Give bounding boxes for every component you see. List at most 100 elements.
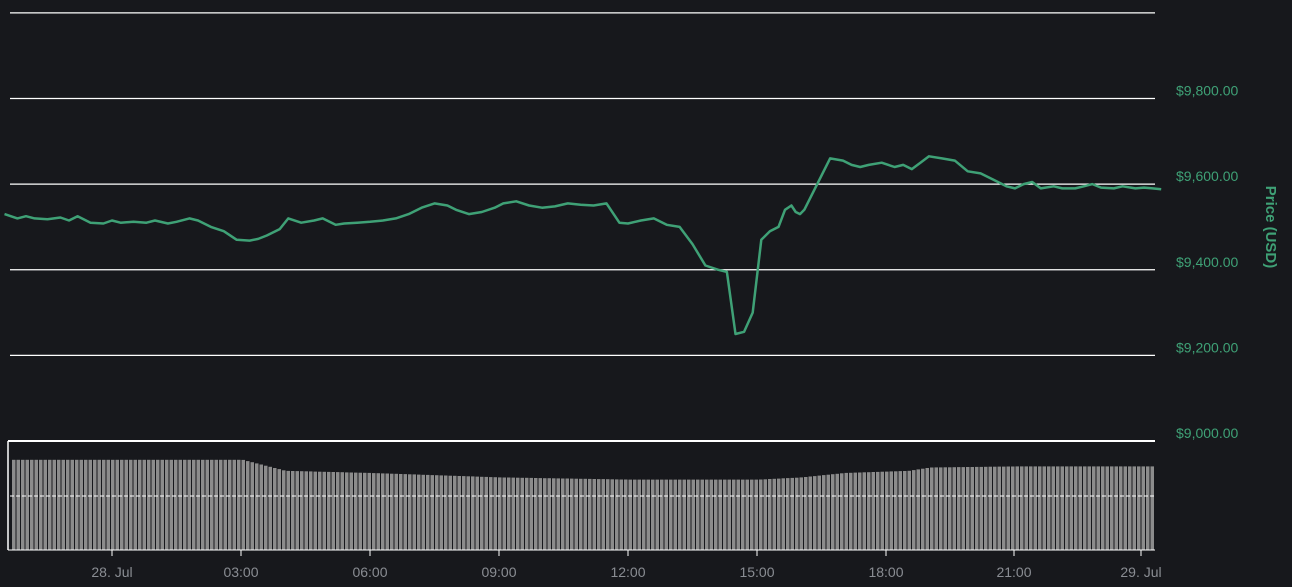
volume-bar [1110,466,1114,550]
volume-bar [867,472,871,550]
volume-bar [84,459,88,550]
volume-bar [975,466,979,550]
volume-bar [502,477,506,550]
volume-bar [538,478,542,550]
y-axis: $9,800.00 $9,600.00 $9,400.00 $9,200.00 $9,0… [1176,83,1238,442]
volume-bar [259,464,263,550]
volume-bar [57,459,61,550]
volume-bar [687,479,691,550]
volume-bar [255,463,259,550]
volume-bar [988,466,992,550]
volume-bar [682,479,686,550]
volume-bar [309,471,313,550]
volume-bar [628,479,632,550]
volume-bar [1087,466,1091,550]
volume-bar [273,468,277,550]
volume-bar [282,470,286,550]
volume-bar [1015,466,1019,550]
volume-bar [727,479,731,550]
volume-bar [322,471,326,550]
volume-bar [372,473,376,550]
volume-bar [187,459,191,550]
volume-bar [210,459,214,550]
volume-bar [534,478,538,550]
volume-bar [592,479,596,550]
volume-bar [192,459,196,550]
volume-bar [1123,466,1127,550]
volume-bar [43,459,47,550]
volume-bar [786,478,790,550]
volume-bar [1056,466,1060,550]
volume-bar [529,477,533,550]
volume-bar [331,472,335,550]
volume-bar [205,459,209,550]
volume-bar [349,472,353,550]
volume-bar [1024,466,1028,550]
volume-bar [295,471,299,550]
volume-bar [970,467,974,550]
volume-bar [403,474,407,550]
volume-bar [484,476,488,550]
volume-bar [966,467,970,550]
volume-bar [1114,466,1118,550]
volume-bar [25,459,29,550]
volume-bar [394,473,398,550]
volume-bars [12,459,1154,550]
volume-bar [714,479,718,550]
volume-bar [768,479,772,550]
volume-bar [808,476,812,550]
volume-bar [579,478,583,550]
volume-bar [246,461,250,550]
volume-bar [1150,466,1154,550]
volume-bar [237,459,241,550]
volume-bar [889,471,893,550]
volume-bar [462,476,466,550]
volume-bar [466,476,470,550]
volume-bar [543,478,547,550]
volume-bar [439,475,443,550]
grid-lines [10,12,1155,356]
volume-bar [1132,466,1136,550]
volume-bar [367,472,371,550]
volume-bar [201,459,205,550]
volume-bar [732,479,736,550]
volume-bar [12,459,16,550]
volume-bar [862,472,866,550]
volume-bar [228,459,232,550]
series-line-price [4,155,1162,336]
volume-bar [286,470,290,550]
volume-bar [1047,466,1051,550]
x-axis: 28. Jul 03:00 06:00 09:00 12:00 15:00 18:00 21:… [8,549,1162,580]
volume-bar [1096,466,1100,550]
y-axis-title: Price (USD) [1262,186,1279,269]
volume-bar [903,471,907,550]
volume-bar [61,459,65,550]
volume-bar [1065,466,1069,550]
x-tick-label: 28. Jul [91,564,132,580]
volume-bar [943,467,947,550]
volume-bar [48,459,52,550]
volume-bar [1105,466,1109,550]
volume-bar [169,459,173,550]
volume-bar [88,459,92,550]
volume-bar [979,466,983,550]
volume-bar [115,459,119,550]
volume-bar [574,478,578,550]
volume-bar [354,472,358,550]
volume-bar [66,459,70,550]
volume-bar [97,459,101,550]
volume-bar [1137,466,1141,550]
volume-bar [498,477,502,550]
volume-bar [376,473,380,550]
volume-bar [250,462,254,550]
volume-bar [124,459,128,550]
volume-bar [745,479,749,550]
volume-bar [39,459,43,550]
volume-bar [993,466,997,550]
volume-bar [822,475,826,550]
volume-bar [736,479,740,550]
volume-bar [493,477,497,550]
volume-bar [214,459,218,550]
volume-bar [642,479,646,550]
volume-bar [313,471,317,550]
